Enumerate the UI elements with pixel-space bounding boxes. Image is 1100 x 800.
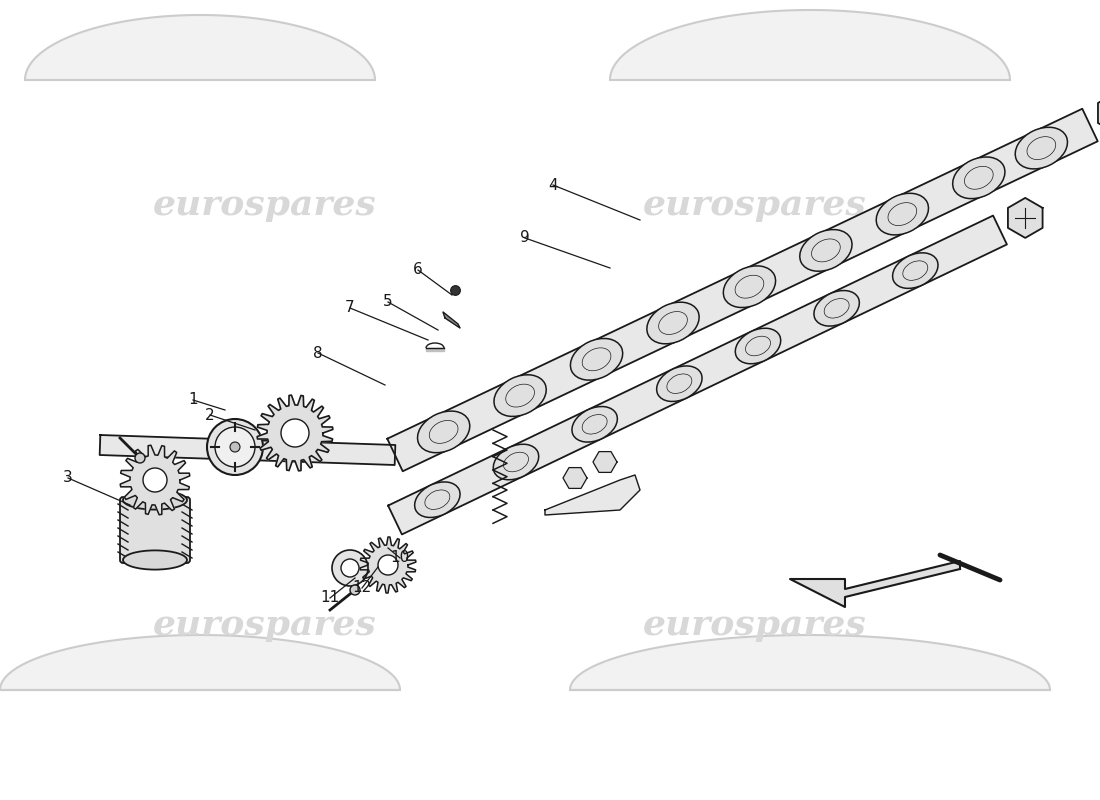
Polygon shape [0,635,400,690]
FancyBboxPatch shape [120,497,190,563]
Polygon shape [387,109,1098,471]
Circle shape [143,468,167,492]
Ellipse shape [892,253,938,288]
Ellipse shape [494,374,547,417]
Text: eurospares: eurospares [153,608,377,642]
Polygon shape [1008,198,1043,238]
Text: 11: 11 [320,590,340,606]
Ellipse shape [571,338,623,380]
Text: 12: 12 [352,581,372,595]
Ellipse shape [800,230,852,271]
Text: eurospares: eurospares [644,188,867,222]
Ellipse shape [724,266,776,307]
Text: 7: 7 [345,301,355,315]
Circle shape [350,585,360,595]
Ellipse shape [418,411,470,453]
Ellipse shape [657,366,702,402]
Text: 8: 8 [314,346,322,361]
Text: eurospares: eurospares [644,608,867,642]
Text: 3: 3 [63,470,73,486]
Ellipse shape [123,490,187,510]
Text: 10: 10 [390,550,409,566]
Ellipse shape [953,157,1005,198]
Circle shape [332,550,368,586]
Circle shape [378,555,398,575]
Polygon shape [563,468,587,488]
Ellipse shape [123,550,187,570]
Text: 2: 2 [206,407,214,422]
Circle shape [280,419,309,447]
Circle shape [135,453,145,463]
Ellipse shape [415,482,460,518]
Text: 5: 5 [383,294,393,310]
Polygon shape [1098,93,1100,133]
Polygon shape [100,435,395,465]
Circle shape [341,559,359,577]
Text: 1: 1 [188,393,198,407]
Polygon shape [610,10,1010,80]
Circle shape [207,419,263,475]
Polygon shape [25,15,375,80]
Ellipse shape [647,302,700,344]
Circle shape [214,427,255,467]
Text: 9: 9 [520,230,530,246]
Polygon shape [570,635,1050,690]
Ellipse shape [814,290,859,326]
Polygon shape [790,561,960,607]
Polygon shape [544,475,640,515]
Ellipse shape [877,194,928,235]
Text: 6: 6 [414,262,422,278]
Polygon shape [426,348,444,351]
Ellipse shape [1015,127,1067,169]
Polygon shape [593,452,617,472]
Polygon shape [443,312,460,328]
Ellipse shape [493,444,539,480]
Polygon shape [120,446,190,514]
Text: 4: 4 [548,178,558,193]
Ellipse shape [735,328,781,364]
Polygon shape [257,395,333,471]
Ellipse shape [572,406,617,442]
Text: eurospares: eurospares [153,188,377,222]
Polygon shape [388,215,1006,534]
Circle shape [230,442,240,452]
Polygon shape [360,537,416,593]
